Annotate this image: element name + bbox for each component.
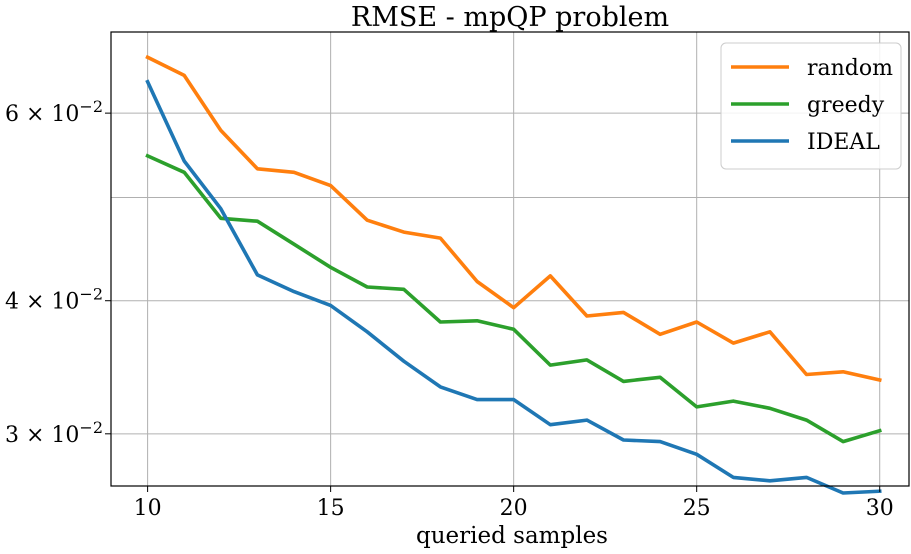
series-line-ideal xyxy=(145,79,882,495)
legend-label: random xyxy=(807,56,893,81)
series-lines xyxy=(145,54,882,495)
legend-label: greedy xyxy=(807,93,885,118)
y-tick-label: 3 × 10−2 xyxy=(5,418,103,448)
axis-ticks: 10 15 20 25 30 3 × 10−2 4 × 10−2 6 × 10−2 xyxy=(5,97,894,521)
x-tick-label: 20 xyxy=(500,496,528,521)
legend: random greedy IDEAL xyxy=(720,42,902,170)
x-axis-label: queried samples xyxy=(416,523,608,549)
y-tick-label: 4 × 10−2 xyxy=(5,285,103,315)
x-tick-label: 15 xyxy=(317,496,345,521)
x-tick-label: 30 xyxy=(866,496,894,521)
plot-frame xyxy=(110,31,910,487)
x-tick-label: 25 xyxy=(683,496,711,521)
chart-title: RMSE - mpQP problem xyxy=(351,2,669,33)
series-line-greedy xyxy=(145,153,882,444)
legend-entries: random greedy IDEAL xyxy=(731,56,893,155)
legend-label: IDEAL xyxy=(807,130,880,155)
x-tick-label: 10 xyxy=(134,496,162,521)
y-tick-label: 6 × 10−2 xyxy=(5,97,103,127)
series-line-random xyxy=(145,54,882,383)
legend-box xyxy=(720,42,902,170)
